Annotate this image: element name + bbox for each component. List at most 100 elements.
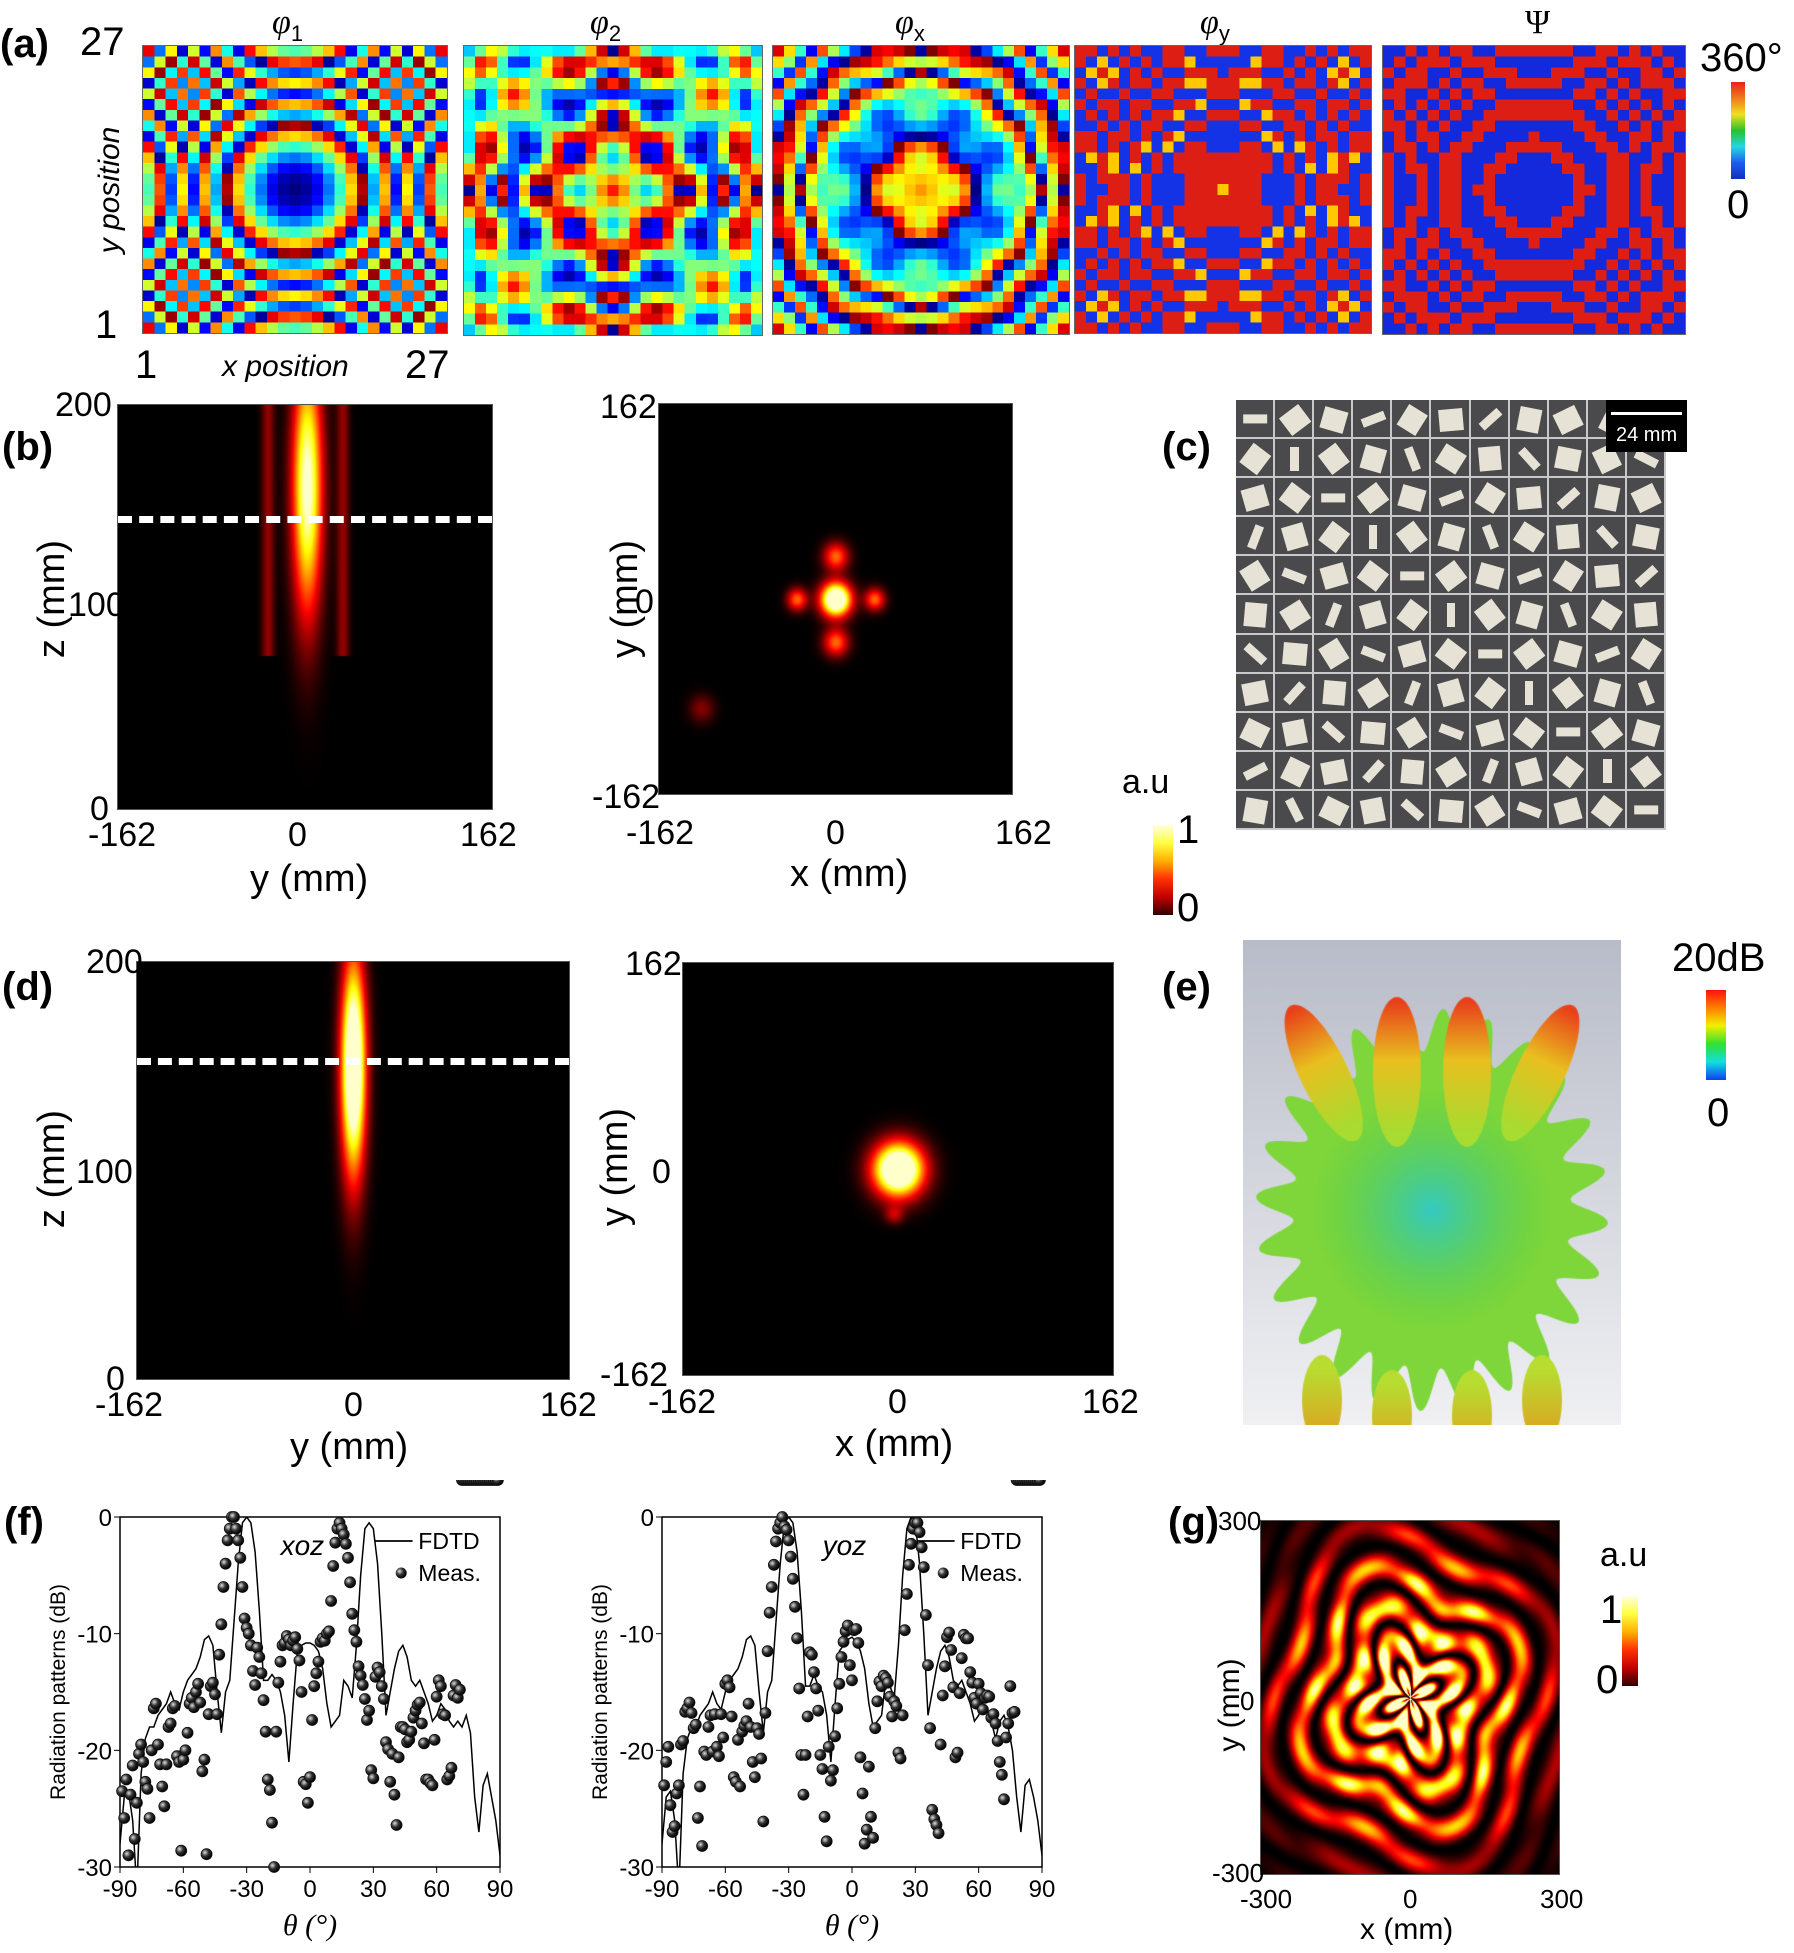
measurement-point [822, 1740, 835, 1753]
measurement-point [782, 1534, 795, 1547]
g-xtick-300: 300 [1540, 1884, 1584, 1914]
measurement-point [837, 1635, 850, 1648]
measurement-point [209, 1688, 221, 1701]
measurement-point [164, 1717, 177, 1730]
measurement-point [257, 1694, 270, 1707]
metasurface-cell [1392, 751, 1432, 791]
measurement-point [995, 1768, 1008, 1781]
metasurface-cell [1275, 712, 1315, 752]
y-axis-label: y position [93, 126, 126, 254]
metasurface-cell [1353, 556, 1393, 596]
measurement-point [761, 1645, 774, 1658]
metasurface-cell [1509, 478, 1549, 518]
metasurface-cell [1275, 400, 1315, 440]
g-colorbar-min: 0 [1596, 1658, 1619, 1702]
b-right-xtick-neg: -162 [626, 814, 695, 852]
metasurface-cell [1275, 439, 1315, 479]
measurement-point [685, 1707, 698, 1719]
measurement-point [312, 1655, 325, 1668]
measurement-point [964, 1666, 977, 1679]
measurement-point [306, 1714, 319, 1726]
measurement-point [989, 1717, 1002, 1730]
d-right-xtick-neg: -162 [648, 1383, 717, 1421]
map-title-phi1: φ1 [272, 4, 304, 46]
fdtd-line [120, 1517, 500, 1867]
measurement-point [694, 1780, 706, 1793]
metasurface-cell [1587, 790, 1627, 830]
measurement-point [350, 1635, 363, 1648]
metasurface-cell [1587, 556, 1627, 596]
metasurface-cell [1353, 790, 1393, 830]
metasurface-cell [1626, 790, 1666, 830]
measurement-point [936, 1689, 949, 1702]
measurement-point [805, 1648, 818, 1661]
phase-map-phix [772, 45, 1070, 335]
b-left-xlabel: y (mm) [250, 858, 369, 900]
b-colorbar-min: 0 [1177, 886, 1200, 930]
x-tick-label: -90 [103, 1876, 138, 1903]
measurement-point [122, 1849, 135, 1862]
metasurface-cell [1275, 634, 1315, 674]
colorbar-max-label: 360° [1700, 36, 1783, 80]
metasurface-cell [1236, 439, 1276, 479]
b-right-ytick-0: 0 [635, 583, 654, 621]
measurement-point [213, 1648, 226, 1661]
metasurface-cell [1431, 400, 1471, 440]
measurement-point [810, 1682, 823, 1695]
measurement-point [215, 1618, 228, 1631]
b-colorbar-title: a.u [1122, 763, 1170, 801]
metasurface-cell [1509, 439, 1549, 479]
heatmap-d-yz [136, 961, 570, 1380]
measurement-point [808, 1666, 820, 1679]
measurement-point [198, 1753, 211, 1766]
metasurface-cell [1509, 751, 1549, 791]
measurement-point [255, 1667, 268, 1680]
metasurface-cell [1392, 478, 1432, 518]
y-tick-label: -10 [77, 1622, 112, 1649]
measurement-point [932, 1827, 945, 1840]
y-tick-bottom: 1 [95, 303, 118, 347]
x-tick-label: -60 [166, 1876, 201, 1903]
measurement-point [118, 1812, 131, 1824]
phase-map-phi2 [463, 45, 763, 336]
measurement-point [767, 1558, 780, 1571]
d-left-xtick-neg: -162 [95, 1386, 164, 1424]
metasurface-cell [1392, 556, 1432, 596]
metasurface-cell [1431, 634, 1471, 674]
measurement-point [898, 1624, 911, 1637]
metasurface-cell [1626, 517, 1666, 557]
measurement-point [691, 1812, 704, 1824]
y-tick-label: -10 [619, 1622, 654, 1649]
metasurface-cell [1626, 712, 1666, 752]
b-colorbar-max: 1 [1177, 808, 1200, 852]
measurement-point [846, 1674, 858, 1687]
metasurface-cell [1275, 595, 1315, 635]
panel-label-c: (c) [1162, 425, 1211, 469]
panel-label-d: (d) [2, 965, 54, 1009]
metasurface-cell [1314, 790, 1354, 830]
measurement-point [753, 1728, 766, 1740]
measurement-point [658, 1779, 671, 1792]
x-axis-title: θ (°) [283, 1909, 337, 1942]
measurement-point [415, 1717, 428, 1730]
measurement-point [426, 1779, 439, 1792]
measurement-point [886, 1710, 899, 1723]
metasurface-cell [1392, 712, 1432, 752]
metasurface-cell [1236, 634, 1276, 674]
metasurface-cell [1353, 712, 1393, 752]
metasurface-cell [1548, 712, 1588, 752]
measurement-point [135, 1738, 148, 1751]
measurement-point [829, 1730, 842, 1743]
metasurface-cell [1470, 556, 1510, 596]
metasurface-cell [1626, 478, 1666, 518]
measurement-point [263, 1784, 276, 1796]
phase-map-phiy [1074, 45, 1372, 334]
b-right-ytick-pos: 162 [600, 388, 657, 426]
measurement-point [434, 1680, 447, 1693]
legend-fdtd: FDTD [960, 1528, 1021, 1554]
measurement-point [938, 1660, 951, 1673]
legend-meas: Meas. [418, 1560, 481, 1586]
y-tick-label: 0 [641, 1505, 654, 1532]
measurement-point [717, 1731, 730, 1744]
measurement-point [905, 1537, 918, 1550]
